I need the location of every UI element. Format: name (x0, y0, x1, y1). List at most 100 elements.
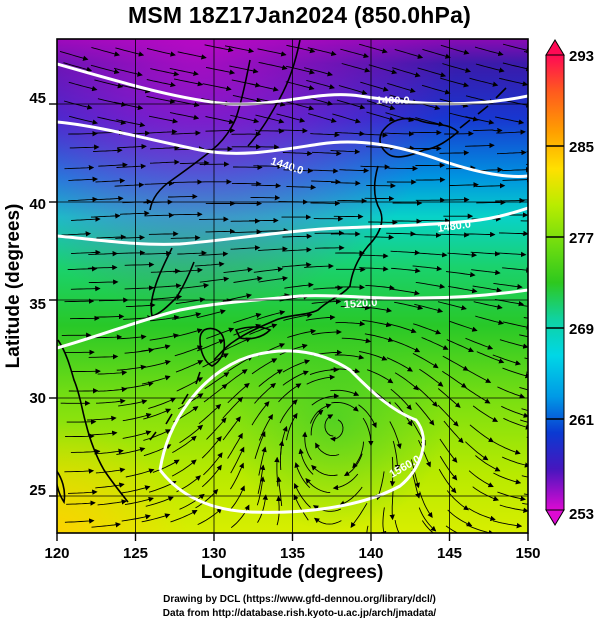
wind-streamline (520, 220, 528, 222)
wind-streamline (254, 431, 266, 460)
wind-streamline (519, 334, 528, 338)
wind-streamline (144, 180, 175, 187)
wind-streamline (141, 250, 172, 257)
wind-streamline (440, 77, 470, 88)
wind-streamline (87, 264, 118, 271)
wind-streamline (118, 399, 148, 407)
wind-streamline (502, 367, 528, 379)
contour-label-1480: 1480.0 (437, 218, 472, 235)
wind-streamline (501, 405, 528, 418)
wind-streamline (174, 345, 203, 357)
wind-streamline (97, 499, 127, 506)
wind-streamline (197, 507, 223, 526)
wind-streamline (255, 114, 285, 124)
wind-streamline (145, 496, 174, 507)
wind-streamline (520, 419, 528, 423)
wind-streamline (179, 493, 205, 510)
wind-streamline (343, 453, 363, 477)
credit-text: Drawing by DCL (https://www.gfd-dennou.o… (0, 593, 599, 621)
wind-streamline (283, 312, 313, 321)
wind-streamline (502, 321, 528, 330)
wind-streamline (394, 48, 424, 59)
wind-streamline (201, 464, 222, 488)
wind-streamline (358, 266, 389, 272)
wind-streamline (362, 306, 392, 313)
wind-streamline (394, 372, 419, 391)
wind-streamline (446, 490, 470, 511)
wind-streamline (304, 263, 334, 269)
wind-streamline (315, 442, 340, 457)
wind-streamline (95, 467, 126, 474)
wind-streamline (150, 268, 181, 274)
wind-streamline (330, 419, 344, 442)
wind-streamline (437, 301, 467, 311)
wind-streamline (96, 234, 127, 240)
wind-streamline (310, 409, 324, 436)
wind-streamline (67, 266, 98, 272)
wind-streamline (87, 415, 117, 422)
wind-streamline (251, 401, 270, 426)
wind-streamline (249, 323, 278, 335)
wind-streamline (388, 323, 417, 334)
wind-streamline (197, 309, 226, 319)
colorbar: 293 285 277 269 261 253 (545, 39, 594, 526)
wind-streamline (499, 339, 528, 349)
wind-streamline (251, 182, 282, 189)
contour-label-1400: 1400.0 (376, 95, 410, 107)
wind-streamline (366, 369, 394, 384)
wind-streamline (493, 441, 521, 455)
wind-streamline (229, 65, 259, 74)
wind-streamline (475, 183, 506, 189)
wind-streamline (116, 119, 146, 128)
wind-streamline (311, 464, 338, 477)
wind-streamline (205, 228, 236, 235)
x-tick-label: 125 (123, 545, 148, 562)
wind-streamline (495, 116, 525, 125)
wind-streamline (279, 343, 308, 356)
wind-streamline (497, 386, 526, 399)
wind-streamline (258, 246, 288, 252)
wind-streamline (69, 144, 100, 150)
wind-streamline (68, 115, 98, 125)
wind-streamline (146, 95, 176, 104)
wind-streamline (224, 45, 255, 54)
wind-streamline (172, 179, 203, 185)
wind-streamline (113, 67, 143, 77)
wind-streamline (472, 285, 502, 293)
wind-streamline (365, 284, 395, 291)
wind-streamline (470, 251, 501, 257)
wind-streamline (177, 51, 207, 60)
x-axis-label: Longitude (degrees) (201, 562, 384, 583)
wind-streamline (59, 50, 89, 61)
wind-streamline (202, 353, 229, 368)
geopotential-contours (57, 62, 528, 514)
wind-streamline (447, 252, 478, 258)
wind-streamline (311, 150, 342, 157)
wind-streamline (230, 504, 250, 529)
wind-streamline (259, 228, 290, 234)
wind-streamline (385, 112, 415, 123)
wind-streamline (173, 267, 203, 273)
wind-streamline (117, 143, 147, 150)
wind-streamline (284, 282, 314, 289)
y-tick-label: 25 (29, 482, 46, 499)
wind-streamline (90, 213, 121, 219)
wind-streamline (324, 414, 334, 437)
wind-streamline (257, 494, 268, 523)
wind-streamline (205, 116, 235, 125)
wind-streamline (116, 364, 147, 371)
wind-streamline (92, 334, 123, 340)
wind-streamline (419, 368, 444, 387)
wind-streamline (521, 233, 528, 235)
wind-streamline (68, 130, 98, 137)
wind-streamline (331, 401, 359, 412)
wind-streamline (417, 67, 447, 78)
x-tick-label: 140 (358, 545, 383, 562)
wind-streamline (339, 486, 363, 506)
wind-streamline (173, 328, 203, 338)
wind-streamline (174, 78, 204, 87)
wind-streamline (286, 184, 317, 190)
wind-streamline (448, 285, 478, 294)
wind-streamline (116, 334, 147, 340)
wind-streamline (282, 233, 313, 240)
